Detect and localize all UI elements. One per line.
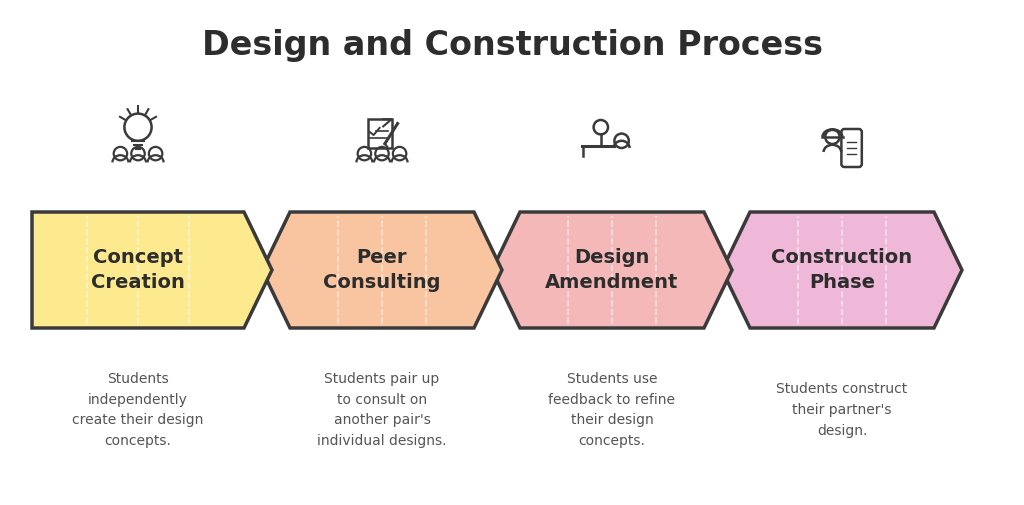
Text: Concept
Creation: Concept Creation — [91, 248, 185, 292]
Polygon shape — [262, 212, 502, 328]
Text: Students
independently
create their design
concepts.: Students independently create their desi… — [73, 372, 204, 448]
Text: Students construct
their partner's
design.: Students construct their partner's desig… — [776, 382, 907, 438]
Text: Students pair up
to consult on
another pair's
individual designs.: Students pair up to consult on another p… — [317, 372, 446, 448]
Text: Construction
Phase: Construction Phase — [771, 248, 912, 292]
Text: Peer
Consulting: Peer Consulting — [324, 248, 440, 292]
Text: Design
Amendment: Design Amendment — [546, 248, 679, 292]
Text: Students use
feedback to refine
their design
concepts.: Students use feedback to refine their de… — [549, 372, 676, 448]
Polygon shape — [32, 212, 272, 328]
Polygon shape — [722, 212, 962, 328]
Polygon shape — [492, 212, 732, 328]
Text: Design and Construction Process: Design and Construction Process — [202, 28, 822, 62]
